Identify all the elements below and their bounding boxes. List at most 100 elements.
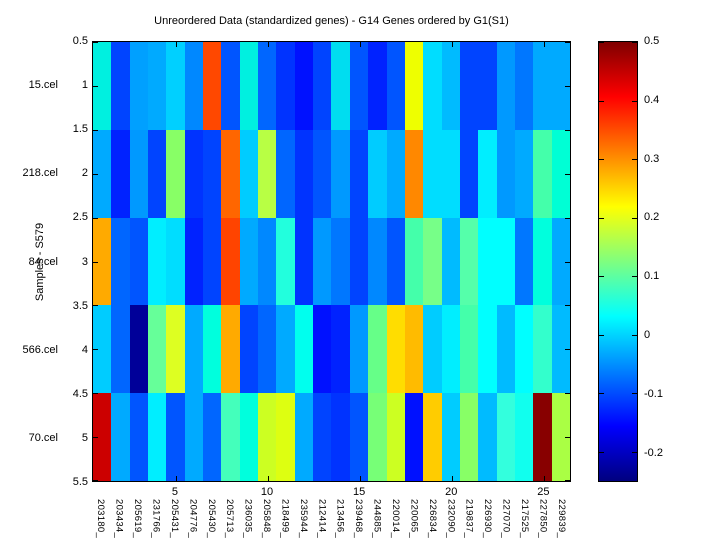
- heatmap-cell: [93, 305, 112, 394]
- heatmap-cell: [148, 217, 167, 306]
- heatmap-cell: [258, 305, 277, 394]
- colorbar-tick-mark: [632, 451, 637, 453]
- sample-label: 84.cel: [28, 255, 58, 268]
- heatmap-grid: [93, 42, 570, 481]
- heatmap-cell: [166, 42, 185, 130]
- gene-label: 217525_: [518, 499, 530, 539]
- heatmap-cell: [331, 305, 350, 394]
- heatmap-cell: [496, 305, 515, 394]
- heatmap-cell: [441, 305, 460, 394]
- heatmap-cell: [386, 217, 405, 306]
- colorbar-tick-mark: [632, 217, 637, 219]
- heatmap-cell: [111, 393, 130, 481]
- heatmap-cell: [368, 217, 387, 306]
- heatmap-cell: [203, 393, 222, 481]
- heatmap-cell: [313, 129, 332, 218]
- heatmap-cell: [423, 305, 442, 394]
- y-tick-mark: [565, 173, 570, 175]
- y-tick-mark: [93, 393, 98, 395]
- x-tick-mark: [268, 42, 270, 47]
- heatmap-cell: [423, 129, 442, 218]
- heatmap-cell: [129, 305, 149, 394]
- heatmap-cell: [239, 305, 259, 394]
- heatmap-cell: [386, 129, 405, 218]
- heatmap-cell: [221, 42, 240, 130]
- gene-label: 205713_: [224, 499, 236, 539]
- heatmap-cell: [258, 217, 277, 306]
- gene-label: 205431_: [168, 499, 180, 539]
- y-tick-label: 3: [81, 255, 88, 268]
- y-tick-mark: [93, 437, 98, 439]
- sample-label: 70.cel: [28, 431, 58, 444]
- heatmap-cell: [184, 129, 204, 218]
- x-tick-mark: [360, 42, 362, 47]
- heatmap-cell: [496, 42, 515, 130]
- colorbar-tick-mark: [599, 451, 604, 453]
- y-tick-mark: [565, 217, 570, 219]
- heatmap-cell: [441, 393, 460, 481]
- heatmap-cell: [423, 42, 442, 130]
- colorbar-tick-label: 0.2: [644, 211, 660, 224]
- heatmap-cell: [441, 129, 460, 218]
- y-tick-mark: [93, 349, 98, 351]
- heatmap-cell: [349, 129, 369, 218]
- gene-label: 203434_: [113, 499, 125, 539]
- colorbar-tick-label: -0.2: [644, 446, 663, 459]
- heatmap-cell: [239, 393, 259, 481]
- gene-label: 229839_: [555, 499, 567, 539]
- heatmap-cell: [331, 393, 350, 481]
- gene-label: 226930_: [482, 499, 494, 539]
- heatmap-cell: [404, 129, 424, 218]
- heatmap-cell: [148, 129, 167, 218]
- x-tick-label: 10: [260, 486, 274, 498]
- heatmap-cell: [459, 305, 479, 394]
- heatmap-cell: [294, 393, 314, 481]
- y-tick-label: 4.5: [72, 387, 88, 400]
- heatmap-cell: [221, 129, 240, 218]
- heatmap-cell: [514, 42, 534, 130]
- y-tick-label: 5.5: [72, 476, 88, 488]
- heatmap-cell: [294, 129, 314, 218]
- x-tick-mark: [175, 42, 177, 47]
- gene-label: 220014_: [389, 499, 401, 539]
- x-tick-mark: [360, 476, 362, 481]
- colorbar: [598, 41, 638, 482]
- heatmap-cell: [239, 42, 259, 130]
- heatmap-cell: [294, 217, 314, 306]
- gene-label: 239468_: [353, 499, 365, 539]
- heatmap-cell: [276, 217, 295, 306]
- heatmap-cell: [93, 42, 112, 130]
- heatmap-cell: [313, 305, 332, 394]
- heatmap-cell: [349, 217, 369, 306]
- x-tick-label: 15: [353, 486, 366, 498]
- heatmap-cell: [166, 305, 185, 394]
- heatmap-cell: [258, 42, 277, 130]
- colorbar-tick-mark: [632, 100, 637, 102]
- gene-label: 226834_: [426, 499, 438, 539]
- heatmap-cell: [166, 129, 185, 218]
- heatmap-cell: [276, 393, 295, 481]
- heatmap-cell: [148, 305, 167, 394]
- gene-label: 231766_: [150, 499, 162, 539]
- heatmap-cell: [404, 217, 424, 306]
- heatmap-cell: [386, 393, 405, 481]
- heatmap-cell: [148, 42, 167, 130]
- x-tick-mark: [544, 476, 546, 481]
- heatmap-cell: [221, 217, 240, 306]
- y-tick-label: 1: [81, 79, 88, 92]
- heatmap-cell: [349, 393, 369, 481]
- sample-label: 218.cel: [22, 167, 58, 180]
- colorbar-tick-mark: [632, 42, 637, 43]
- heatmap-cell: [514, 305, 534, 394]
- heatmap-cell: [533, 129, 552, 218]
- y-tick-mark: [93, 217, 98, 219]
- y-tick-mark: [93, 173, 98, 175]
- heatmap-cell: [514, 217, 534, 306]
- heatmap-cell: [496, 129, 515, 218]
- heatmap-cell: [459, 42, 479, 130]
- y-tick-label: 1.5: [72, 123, 88, 136]
- y-tick-label: 3.5: [72, 299, 88, 312]
- heatmap-cell: [203, 129, 222, 218]
- heatmap-cell: [349, 42, 369, 130]
